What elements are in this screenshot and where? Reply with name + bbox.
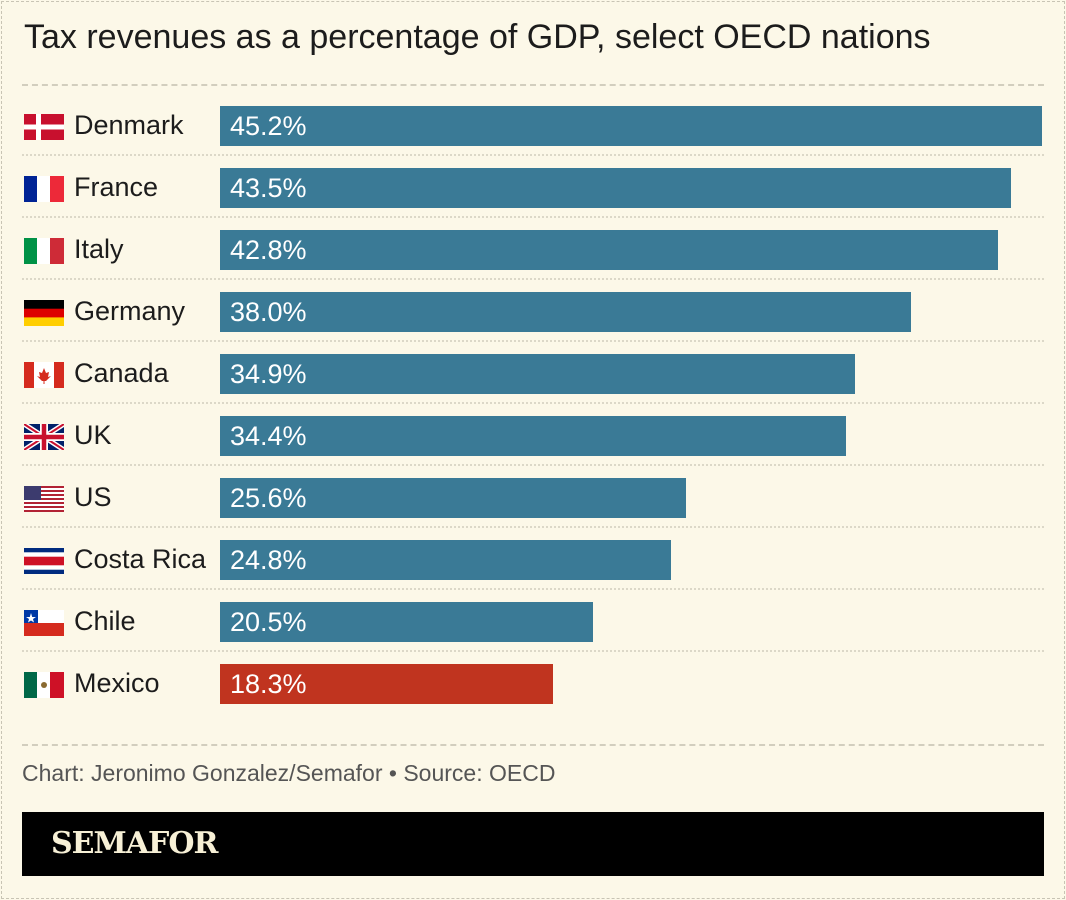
canada-flag-icon	[24, 362, 64, 388]
data-label: 38.0%	[230, 297, 307, 327]
row-divider	[22, 588, 1044, 590]
bar-uk	[220, 416, 846, 456]
bar-row-chile: Chile 20.5%	[22, 590, 1044, 652]
row-divider	[22, 154, 1044, 156]
chile-flag-icon	[24, 610, 64, 636]
us-flag-icon	[24, 486, 64, 512]
category-label: Italy	[74, 234, 124, 264]
germany-flag-icon	[24, 300, 64, 326]
data-label: 20.5%	[230, 607, 307, 637]
chart-credit: Chart: Jeronimo Gonzalez/Semafor • Sourc…	[22, 760, 556, 786]
bar-france	[220, 168, 1012, 208]
chart-title: Tax revenues as a percentage of GDP, sel…	[24, 18, 931, 56]
row-divider	[22, 340, 1044, 342]
row-divider	[22, 402, 1044, 404]
bar-canada	[220, 354, 855, 394]
data-label: 34.4%	[230, 421, 307, 451]
denmark-flag-icon	[24, 114, 64, 140]
bar-row-uk: UK 34.4%	[22, 404, 1044, 466]
costa-rica-flag-icon	[24, 548, 64, 574]
category-label: France	[74, 172, 159, 202]
bar-italy	[220, 230, 999, 270]
bar-mexico	[220, 664, 553, 704]
bar-row-france: France 43.5%	[22, 156, 1044, 218]
bar-costa-rica	[220, 540, 671, 580]
bar-row-mexico: Mexico 18.3%	[22, 652, 1044, 714]
category-label: Denmark	[74, 110, 184, 140]
bar-denmark	[220, 106, 1042, 146]
uk-flag-icon	[24, 424, 64, 450]
data-label: 42.8%	[230, 235, 307, 265]
category-label: UK	[74, 420, 112, 450]
data-label: 34.9%	[230, 359, 307, 389]
bar-us	[220, 478, 686, 518]
bar-row-us: US 25.6%	[22, 466, 1044, 528]
category-label: Canada	[74, 358, 169, 388]
bar-germany	[220, 292, 912, 332]
bar-row-canada: Canada 34.9%	[22, 342, 1044, 404]
footer-divider	[22, 744, 1044, 746]
bar-row-italy: Italy 42.8%	[22, 218, 1044, 280]
category-label: Costa Rica	[74, 544, 207, 574]
bar-chile	[220, 602, 593, 642]
row-divider	[22, 464, 1044, 466]
france-flag-icon	[24, 176, 64, 202]
semafor-logo: SEMAFOR	[22, 812, 1044, 876]
bar-row-denmark: Denmark 45.2%	[22, 94, 1044, 156]
row-divider	[22, 216, 1044, 218]
data-label: 18.3%	[230, 669, 307, 699]
row-divider	[22, 278, 1044, 280]
category-label: Mexico	[74, 668, 160, 698]
data-label: 24.8%	[230, 545, 307, 575]
category-label: US	[74, 482, 112, 512]
data-label: 45.2%	[230, 111, 307, 141]
row-divider	[22, 526, 1044, 528]
title-divider	[22, 84, 1044, 86]
bar-row-costa-rica: Costa Rica 24.8%	[22, 528, 1044, 590]
data-label: 25.6%	[230, 483, 307, 513]
row-divider	[22, 650, 1044, 652]
data-label: 43.5%	[230, 173, 307, 203]
mexico-flag-icon	[24, 672, 64, 698]
italy-flag-icon	[24, 238, 64, 264]
category-label: Germany	[74, 296, 186, 326]
category-label: Chile	[74, 606, 136, 636]
logo-text: SEMAFOR	[51, 826, 218, 861]
bar-row-germany: Germany 38.0%	[22, 280, 1044, 342]
